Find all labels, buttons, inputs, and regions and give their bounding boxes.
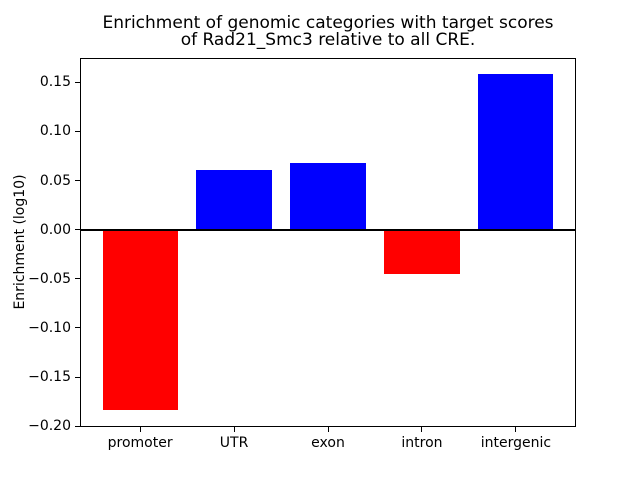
x-tick-mark (233, 427, 235, 432)
bar-UTR (196, 169, 272, 230)
y-tick-mark (75, 229, 80, 231)
y-tick-mark (75, 81, 80, 83)
x-tick-mark (421, 427, 423, 432)
y-tick-label: −0.10 (28, 319, 71, 336)
x-tick-mark (139, 427, 141, 432)
y-tick-mark (75, 376, 80, 378)
bar-intron (384, 229, 460, 274)
bar-promoter (102, 229, 178, 411)
y-tick-label: −0.05 (28, 270, 71, 287)
zero-line (81, 228, 575, 231)
y-tick-label: 0.10 (39, 123, 71, 140)
y-tick-mark (75, 425, 80, 427)
y-tick-label: −0.20 (28, 418, 71, 435)
x-tick-label-UTR: UTR (219, 435, 249, 451)
y-tick-mark (75, 278, 80, 280)
bar-exon (290, 162, 366, 230)
chart-title-line2: of Rad21_Smc3 relative to all CRE. (180, 30, 476, 50)
chart-title-line1: Enrichment of genomic categories with ta… (102, 13, 554, 33)
y-tick-label: −0.15 (28, 369, 71, 386)
y-tick-mark (75, 327, 80, 329)
bar-intergenic (478, 74, 554, 230)
x-tick-label-exon: exon (311, 435, 345, 451)
chart-title: Enrichment of genomic categories with ta… (80, 15, 576, 49)
x-tick-mark (515, 427, 517, 432)
y-tick-label: 0.00 (39, 221, 71, 238)
x-tick-label-promoter: promoter (107, 435, 173, 451)
y-tick-label: 0.15 (39, 74, 71, 91)
x-tick-label-intergenic: intergenic (480, 435, 552, 451)
y-axis-label: Enrichment (log10) (12, 174, 28, 310)
x-tick-mark (327, 427, 329, 432)
y-tick-mark (75, 180, 80, 182)
plot-area (80, 58, 576, 427)
y-tick-mark (75, 130, 80, 132)
y-tick-label: 0.05 (39, 172, 71, 189)
x-tick-label-intron: intron (401, 435, 443, 451)
